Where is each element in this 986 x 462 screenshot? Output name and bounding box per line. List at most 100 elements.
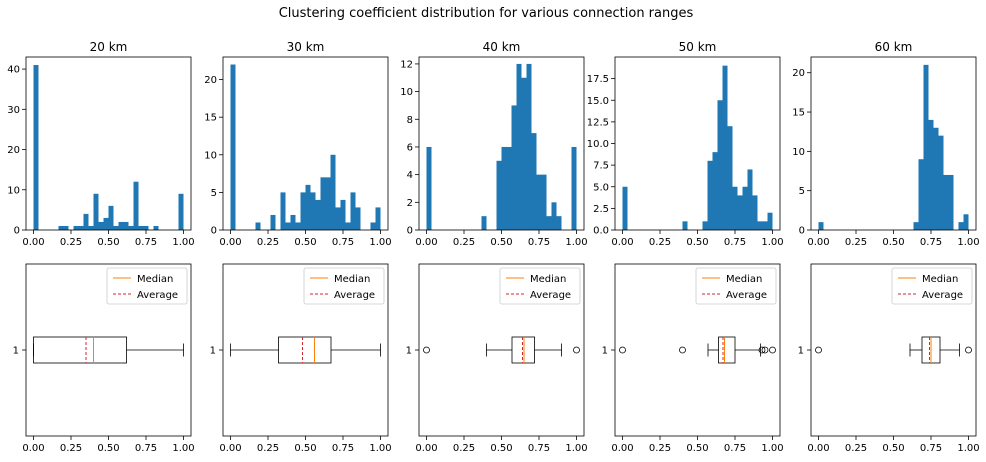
histogram-bar: [113, 225, 119, 230]
legend-box: [106, 267, 188, 305]
histogram-bar: [108, 205, 114, 230]
axes-frame: [25, 56, 192, 231]
histogram-bar: [958, 222, 964, 230]
box-iqr: [278, 336, 332, 364]
legend-median-label: Median: [530, 274, 566, 285]
x-tick-label: 0.75: [724, 443, 746, 454]
y-tick-label: 0.0: [593, 226, 609, 237]
histogram-bar: [375, 207, 381, 230]
figure-title: Clustering coefficient distribution for …: [279, 6, 694, 21]
histogram-2: [219, 56, 389, 234]
y-tick-label: 17.5: [587, 74, 609, 85]
y-tick-label: 0: [211, 226, 217, 237]
legend: [106, 267, 188, 305]
x-tick-label: 0.75: [135, 237, 157, 248]
histogram-bar: [295, 222, 301, 230]
histogram-4: [611, 56, 781, 234]
axes-frame: [810, 263, 977, 437]
x-tick-label: 0.25: [453, 443, 475, 454]
histogram-bar: [913, 222, 919, 230]
histogram-bar: [531, 133, 537, 230]
histogram-bar: [153, 225, 159, 230]
y-tick-label: 10: [7, 185, 20, 196]
histogram-bar: [742, 186, 748, 230]
x-tick-label: 0.50: [97, 237, 119, 248]
boxplot-2: [219, 263, 389, 440]
histogram-bar: [138, 225, 144, 230]
histogram-bar: [230, 64, 236, 231]
legend-average-label: Average: [922, 290, 963, 301]
histogram-bar: [571, 146, 577, 230]
x-tick-label: 0.00: [611, 443, 633, 454]
histogram-bar: [722, 65, 728, 231]
histogram-bar: [737, 195, 743, 230]
y-tick-label: 10: [792, 147, 805, 158]
histogram-bar: [707, 160, 713, 230]
y-tick-label: 5: [211, 188, 217, 199]
y-tick-label: 0: [14, 226, 20, 237]
y-tick-label: 15: [204, 113, 217, 124]
histogram-bar: [516, 63, 522, 230]
histogram-bar: [330, 154, 336, 230]
boxplot-3: [415, 263, 585, 440]
x-tick-label: 0.75: [135, 443, 157, 454]
legend-average-label: Average: [137, 290, 178, 301]
y-tick-label: 1: [13, 346, 19, 357]
histogram-bar: [511, 105, 517, 230]
x-tick-label: 1.00: [761, 237, 783, 248]
x-tick-label: 1.00: [957, 237, 979, 248]
y-tick-label: 4: [407, 170, 413, 181]
histogram-bar: [88, 225, 94, 230]
x-tick-label: 0.50: [882, 443, 904, 454]
x-tick-label: 1.00: [565, 237, 587, 248]
x-tick-label: 0.75: [920, 443, 942, 454]
x-tick-label: 0.00: [22, 443, 44, 454]
panel-title: 30 km: [287, 40, 325, 54]
axes-frame: [418, 263, 585, 437]
legend-average-label: Average: [334, 290, 375, 301]
histogram-bar: [58, 225, 64, 230]
box-iqr: [511, 336, 535, 364]
flier-point: [573, 346, 580, 354]
histogram-bar: [762, 221, 768, 230]
histogram-bar: [747, 169, 753, 230]
histogram-bar: [752, 195, 758, 230]
y-tick-label: 1: [602, 346, 608, 357]
y-tick-label: 15.0: [587, 96, 609, 107]
histogram-bar: [285, 222, 291, 230]
histogram-bar: [340, 199, 346, 230]
histogram-bar: [556, 216, 562, 230]
histogram-bar: [727, 126, 733, 230]
flier-point: [815, 346, 822, 354]
x-tick-label: 0.50: [882, 237, 904, 248]
legend-box: [891, 267, 973, 305]
histogram-1: [22, 56, 192, 234]
y-tick-label: 2.5: [593, 204, 609, 215]
histogram-bar: [350, 192, 356, 230]
legend-average-label: Average: [530, 290, 571, 301]
x-tick-label: 1.00: [957, 443, 979, 454]
histogram-bar: [103, 217, 109, 230]
y-tick-label: 30: [7, 105, 20, 116]
histogram-bar: [541, 174, 547, 230]
x-tick-label: 0.25: [60, 237, 82, 248]
x-tick-label: 0.50: [490, 237, 512, 248]
histogram-bar: [923, 64, 929, 230]
x-tick-label: 0.50: [97, 443, 119, 454]
y-tick-label: 20: [7, 145, 20, 156]
histogram-bar: [355, 207, 361, 230]
boxplot-5: [807, 263, 977, 440]
histogram-bar: [481, 216, 487, 230]
x-tick-label: 0.00: [22, 237, 44, 248]
x-tick-label: 0.00: [219, 237, 241, 248]
panel-title: 50 km: [679, 40, 717, 54]
flier-point: [423, 346, 430, 354]
histogram-bar: [938, 135, 944, 230]
histogram-bar: [928, 119, 934, 230]
histogram-bar: [767, 212, 773, 230]
x-tick-label: 0.25: [60, 443, 82, 454]
histogram-bar: [732, 186, 738, 230]
x-tick-label: 0.00: [219, 443, 241, 454]
axes-frame: [418, 56, 585, 231]
